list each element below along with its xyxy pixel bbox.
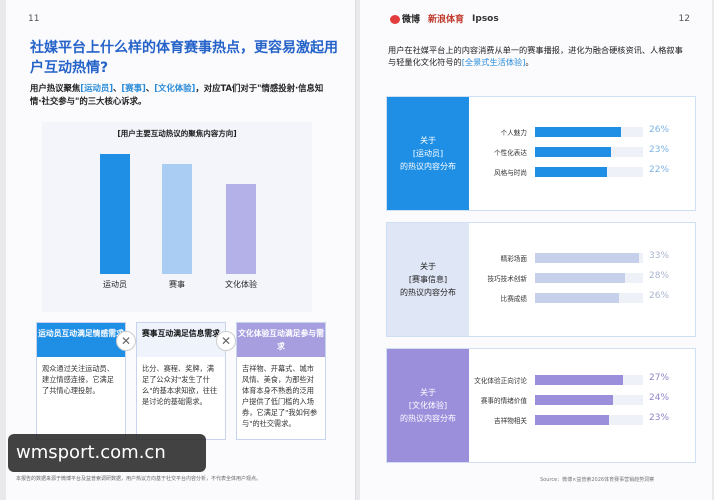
chart-bar — [226, 184, 256, 274]
card-event: 赛事互动满足信息需求 比分、赛程、奖牌，满足了公众对"发生了什么"的基本求知欲，… — [136, 322, 226, 440]
right-intro-text: 用户在社媒平台上的内容消费从单一的赛事播报，进化为融合硬核资讯、人格叙事与轻量化… — [388, 44, 688, 68]
section-culture-tag: 关于 [文化体验] 的热议内容分布 — [387, 349, 469, 462]
watermark-banner: wmsport.com.cn — [8, 434, 206, 472]
chart-title: [用户主要互动热议的聚焦内容方向] — [117, 129, 237, 138]
card-athlete: 运动员互动满足情感需求 观众通过关注运动员、建立情感连接，它满足了共情心理投射。 — [36, 322, 126, 440]
right-intro-post: 。 — [525, 57, 534, 67]
card-culture-head: 文化体验互动满足参与需求 — [237, 323, 325, 357]
weibo-logo: 微博 — [390, 12, 420, 25]
card-event-head: 赛事互动满足信息需求 — [137, 323, 225, 357]
ipsos-logo: Ipsos — [472, 13, 499, 24]
section-event-tag: 关于 [赛事信息] 的热议内容分布 — [387, 223, 469, 336]
section-culture: 关于 [文化体验] 的热议内容分布 文化体验正向讨论 27% 赛事的情绪价值 2… — [386, 348, 696, 463]
brand-logos: 微博 新浪体育 Ipsos — [390, 12, 499, 25]
chart-bar — [100, 154, 130, 274]
card-athlete-head: 运动员互动满足情感需求 — [37, 323, 125, 357]
chart-category-label: 赛事 — [169, 280, 185, 289]
left-intro-text: 用户热议聚焦[运动员]、[赛事]、[文化体验]，对应TA们对于"情感投射·信息知… — [30, 82, 330, 108]
chart-category-label: 运动员 — [103, 280, 127, 289]
athlete-row-2: 个性化表达 23% — [494, 145, 670, 157]
needs-cards: 运动员互动满足情感需求 观众通过关注运动员、建立情感连接，它满足了共情心理投射。… — [36, 322, 336, 442]
intro-sep-1: 、 — [113, 83, 122, 93]
chart-category-label: 文化体验 — [225, 280, 257, 289]
section-athlete: 关于 [运动员] 的热议内容分布 个人魅力 26% 个性化表达 23% 风格与时… — [386, 96, 696, 211]
chart-bar — [162, 164, 192, 274]
sina-sports-logo: 新浪体育 — [428, 15, 465, 25]
culture-row-3: 吉祥物相关 23% — [494, 413, 670, 425]
card-athlete-body: 观众通过关注运动员、建立情感连接，它满足了共情心理投射。 — [42, 364, 114, 395]
source-note: Source：微博×益普索2026体育赛事营销趋势洞察 — [540, 477, 655, 483]
page-number-left: 11 — [28, 14, 40, 24]
card-event-body: 比分、赛程、奖牌，满足了公众对"发生了什么"的基本求知欲，往往是讨论的基础需求。 — [142, 364, 218, 406]
intro-highlight-culture: [文化体验] — [154, 83, 196, 93]
right-intro-pre: 用户在社媒平台上的内容消费从单一的赛事播报，进化为融合硬核资讯、人格叙事与轻量化… — [388, 45, 683, 67]
event-row-2: 技巧技术创新 28% — [487, 271, 670, 283]
section-event: 关于 [赛事信息] 的热议内容分布 精彩场面 33% 技巧技术创新 28% 比赛… — [386, 222, 696, 337]
right-intro-highlight: [全景式生活体验] — [461, 57, 526, 67]
intro-highlight-athlete: [运动员] — [80, 83, 114, 93]
intro-sep-2: 、 — [145, 83, 155, 93]
card-culture-body: 吉祥物、开幕式、城市风情、美食，为那些对体育本身不熟悉的泛用户提供了低门槛的入场… — [242, 364, 318, 428]
weibo-eye-icon — [390, 15, 400, 24]
right-page: 微博 新浪体育 Ipsos 12 用户在社媒平台上的内容消费从单一的赛事播报，进… — [360, 0, 712, 500]
event-row-3: 比赛成绩 26% — [500, 291, 670, 303]
event-row-1: 精彩场面 33% — [500, 251, 670, 263]
intro-highlight-event: [赛事] — [121, 83, 146, 93]
left-page-title: 社媒平台上什么样的体育赛事热点，更容易激起用户互动热情? — [30, 40, 338, 76]
culture-row-1: 文化体验正向讨论 27% — [474, 373, 670, 385]
athlete-row-3: 风格与时尚 22% — [494, 165, 670, 177]
section-athlete-tag: 关于 [运动员] 的热议内容分布 — [387, 97, 469, 210]
culture-row-2: 赛事的情绪价值 24% — [480, 393, 670, 405]
intro-text-pre: 用户热议聚焦 — [30, 83, 81, 93]
intro-text-post: ，对应TA们对于"情感投射·信息知情·社交参与"的三大核心诉求。 — [30, 83, 324, 106]
page-number-right: 12 — [678, 14, 690, 24]
focus-direction-chart: [用户主要互动热议的聚焦内容方向] 运动员 赛事 文化体验 — [42, 122, 312, 312]
cross-icon: ✕ — [216, 331, 236, 351]
card-culture: 文化体验互动满足参与需求 吉祥物、开幕式、城市风情、美食，为那些对体育本身不熟悉… — [236, 322, 326, 440]
cross-icon: ✕ — [116, 331, 136, 351]
left-page: 11 社媒平台上什么样的体育赛事热点，更容易激起用户互动热情? 用户热议聚焦[运… — [6, 0, 356, 500]
athlete-row-1: 个人魅力 26% — [500, 125, 670, 137]
left-footnote: 本报告的数据来源于微博平台及益普索调研数据，用户热议方向基于社交平台内容分析，不… — [16, 476, 262, 482]
